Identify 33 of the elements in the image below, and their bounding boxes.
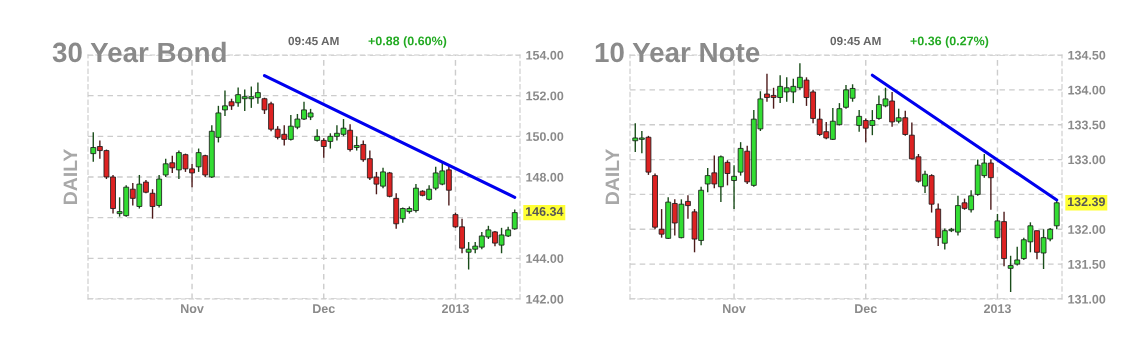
x-tick-label: Dec [313, 304, 335, 314]
y-tick-label: 142.00 [526, 294, 564, 304]
text: 146.34 [525, 207, 564, 216]
y-tick-label: 131.00 [1068, 294, 1106, 304]
y-tick-label: 150.00 [526, 132, 564, 141]
y-tick-label: 152.00 [526, 91, 564, 101]
candlestick [1007, 255, 1014, 293]
x-tick-label: Nov [723, 304, 746, 314]
y-tick-label: 133.50 [1068, 120, 1106, 130]
chart-subtitle: 09:45 AM [830, 36, 881, 46]
x-tick-label: Nov [181, 304, 204, 314]
y-axis-title: DAILY [605, 149, 620, 204]
candlestick [1014, 246, 1021, 267]
y-tick-label: 134.50 [1068, 50, 1106, 60]
text: 132.39 [1067, 197, 1105, 207]
x-tick-label: 2013 [983, 304, 1011, 314]
candlestick [511, 208, 518, 231]
y-tick-label: 144.00 [526, 254, 564, 263]
y-tick-label: 134.00 [1068, 85, 1106, 95]
y-tick-label: 154.00 [526, 50, 564, 60]
chart-title: 30 Year Bond [52, 41, 226, 63]
chart-subtitle: 09:45 AM [288, 36, 339, 46]
y-tick-label: 132.00 [1068, 225, 1106, 234]
x-tick-label: 2013 [441, 304, 469, 314]
y-tick-label: 133.00 [1068, 155, 1106, 165]
y-axis-title: DAILY [63, 149, 78, 204]
x-tick-label: Dec [855, 304, 877, 314]
text: +0.88 (0.60%) [368, 36, 447, 48]
candlestick [731, 164, 737, 210]
chart-title: 10 Year Note [595, 42, 760, 63]
y-tick-label: 148.00 [526, 172, 564, 182]
y-tick-label: 131.50 [1068, 259, 1106, 269]
text: +0.36 (0.27%) [910, 36, 989, 48]
